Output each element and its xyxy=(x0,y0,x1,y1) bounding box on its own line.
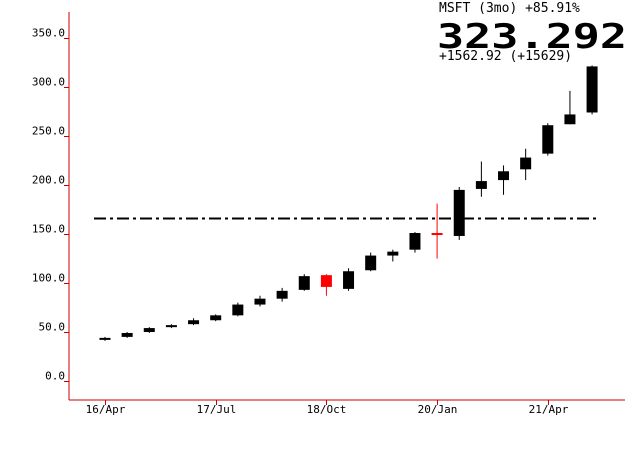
candle xyxy=(475,161,487,197)
y-tick-label: 200.0 xyxy=(32,174,65,187)
x-tick-label: 20/Jan xyxy=(418,403,458,416)
candle xyxy=(453,186,465,240)
candle-body xyxy=(210,315,222,321)
candle xyxy=(498,165,510,195)
candles xyxy=(99,65,598,341)
x-tick-label: 16/Apr xyxy=(86,403,126,416)
candle xyxy=(121,332,133,338)
candle xyxy=(298,274,310,291)
candle xyxy=(165,324,177,329)
x-tick-label: 17/Jul xyxy=(197,403,237,416)
candle xyxy=(99,336,111,341)
candle xyxy=(365,252,377,272)
candle-body xyxy=(475,181,487,189)
candle-body xyxy=(143,328,155,332)
y-tick-label: 50.0 xyxy=(39,321,66,334)
candle-body xyxy=(298,276,310,290)
change-line: +1562.92 (+15629) xyxy=(439,49,572,64)
candle-body xyxy=(586,66,598,113)
candle xyxy=(520,148,532,181)
candle-body xyxy=(431,233,443,236)
y-tick-label: 350.0 xyxy=(32,27,65,40)
candle xyxy=(276,287,288,302)
price-header: MSFT (3mo) +85.91% 323.292 +1562.92 (+15… xyxy=(437,1,627,64)
candle-body xyxy=(121,332,133,337)
candle xyxy=(210,314,222,322)
y-tick-label: 300.0 xyxy=(32,76,65,89)
y-tick-label: 250.0 xyxy=(32,125,65,138)
candle-body xyxy=(365,255,377,271)
candle-body xyxy=(99,337,111,340)
candle-body xyxy=(320,275,332,287)
candle-body xyxy=(542,125,554,154)
x-tick-label: 18/Oct xyxy=(307,403,347,416)
candle-body xyxy=(498,171,510,181)
ticker-line: MSFT (3mo) +85.91% xyxy=(439,1,580,16)
candle-body xyxy=(409,233,421,250)
candle-body xyxy=(520,157,532,170)
candle-body xyxy=(453,189,465,236)
candle xyxy=(431,203,443,259)
y-tick-label: 0.0 xyxy=(45,370,65,383)
y-tick-label: 100.0 xyxy=(32,272,65,285)
candle-body xyxy=(564,114,576,125)
axes: 0.0 50.0 100.0 150.0 200.0 250.0 300.0 350.0 16/… xyxy=(32,12,625,416)
candle xyxy=(387,249,399,262)
candle-body xyxy=(232,304,244,316)
candle xyxy=(542,123,554,156)
candle-body xyxy=(387,251,399,256)
candle-body xyxy=(165,325,177,328)
x-tick-label: 21/Apr xyxy=(529,403,569,416)
candle xyxy=(188,318,200,326)
candle xyxy=(586,65,598,115)
candle xyxy=(343,268,355,291)
price-value: 323.292 xyxy=(437,17,627,57)
candle xyxy=(320,274,332,296)
candle-body xyxy=(343,271,355,289)
y-tick-label: 150.0 xyxy=(32,223,65,236)
candle xyxy=(232,302,244,317)
candle xyxy=(143,327,155,333)
candle xyxy=(409,232,421,253)
candle-body xyxy=(276,290,288,299)
candle-body xyxy=(254,298,266,305)
candle-body xyxy=(188,320,200,325)
candle xyxy=(254,295,266,307)
candle xyxy=(564,90,576,125)
